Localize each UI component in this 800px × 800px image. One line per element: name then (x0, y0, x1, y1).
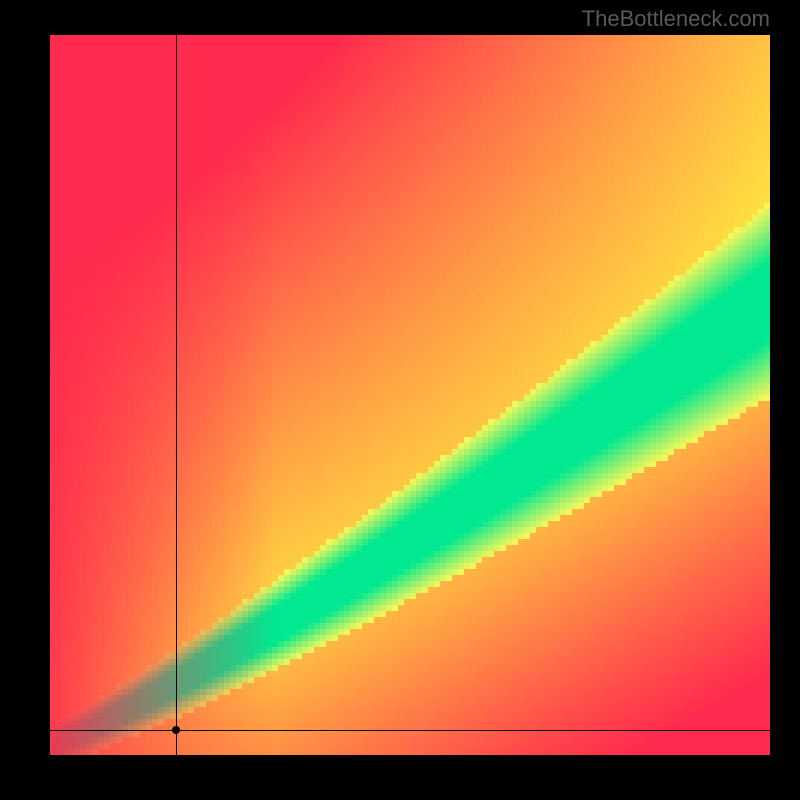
watermark-text: TheBottleneck.com (582, 6, 770, 32)
plot-area (50, 35, 770, 755)
crosshair-dot (172, 726, 180, 734)
heatmap-canvas (50, 35, 770, 755)
crosshair-horizontal (50, 730, 770, 731)
crosshair-vertical (176, 35, 177, 755)
chart-container: TheBottleneck.com (0, 0, 800, 800)
